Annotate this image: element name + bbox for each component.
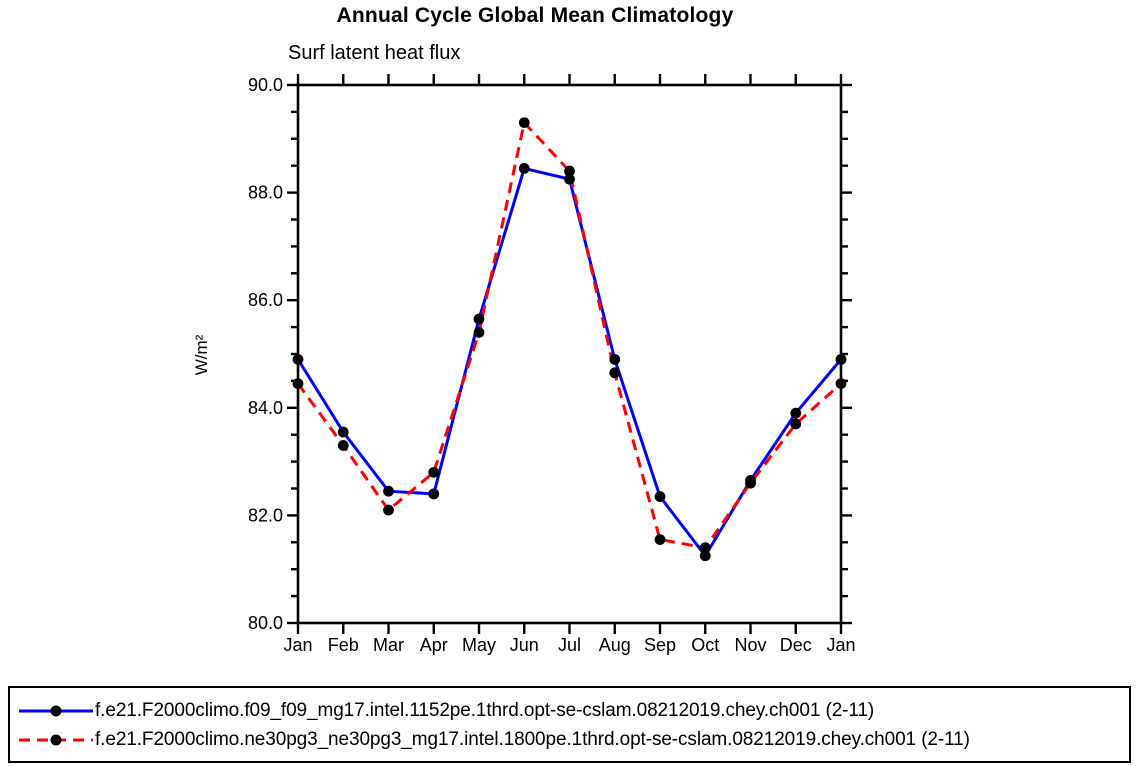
svg-text:82.0: 82.0 xyxy=(248,505,283,525)
svg-text:Jan: Jan xyxy=(826,635,855,655)
legend-line-sample-blue-solid xyxy=(19,705,93,716)
svg-text:Dec: Dec xyxy=(780,635,812,655)
svg-text:Feb: Feb xyxy=(328,635,359,655)
legend-entry-f09: f.e21.F2000climo.f09_f09_mg17.intel.1152… xyxy=(10,696,1129,725)
svg-text:Mar: Mar xyxy=(373,635,404,655)
svg-text:Sep: Sep xyxy=(644,635,676,655)
legend-entry-ne30pg3: f.e21.F2000climo.ne30pg3_ne30pg3_mg17.in… xyxy=(10,725,1129,754)
legend-line-sample-red-dashed xyxy=(19,734,93,745)
series-markers-1 xyxy=(292,117,847,554)
y-axis-tick-labels: 80.0 82.0 84.0 86.0 88.0 90.0 xyxy=(248,75,283,633)
svg-text:80.0: 80.0 xyxy=(248,613,283,633)
series-line-0 xyxy=(296,166,843,559)
legend-label-ne30pg3: f.e21.F2000climo.ne30pg3_ne30pg3_mg17.in… xyxy=(95,728,970,750)
svg-text:Apr: Apr xyxy=(420,635,448,655)
svg-text:Jun: Jun xyxy=(510,635,539,655)
x-axis-ticks xyxy=(296,74,843,634)
svg-text:86.0: 86.0 xyxy=(248,290,283,310)
series-line-1 xyxy=(296,119,842,550)
series-markers-0 xyxy=(292,162,847,562)
svg-text:90.0: 90.0 xyxy=(248,75,283,95)
legend-label-f09: f.e21.F2000climo.f09_f09_mg17.intel.1152… xyxy=(95,699,875,721)
svg-text:Nov: Nov xyxy=(734,635,766,655)
chart-subtitle: Surf latent heat flux xyxy=(288,42,461,64)
svg-text:84.0: 84.0 xyxy=(248,398,283,418)
svg-text:Aug: Aug xyxy=(599,635,631,655)
svg-text:Jul: Jul xyxy=(558,635,581,655)
svg-text:88.0: 88.0 xyxy=(248,183,283,203)
svg-text:May: May xyxy=(462,635,496,655)
svg-text:Oct: Oct xyxy=(691,635,719,655)
legend-box: f.e21.F2000climo.f09_f09_mg17.intel.1152… xyxy=(8,686,1131,763)
x-axis-tick-labels: Jan Feb Mar Apr May Jun Jul Aug Sep Oct Nov Dec Jan xyxy=(283,635,855,655)
svg-text:Jan: Jan xyxy=(283,635,312,655)
chart-title: Annual Cycle Global Mean Climatology xyxy=(336,4,734,27)
